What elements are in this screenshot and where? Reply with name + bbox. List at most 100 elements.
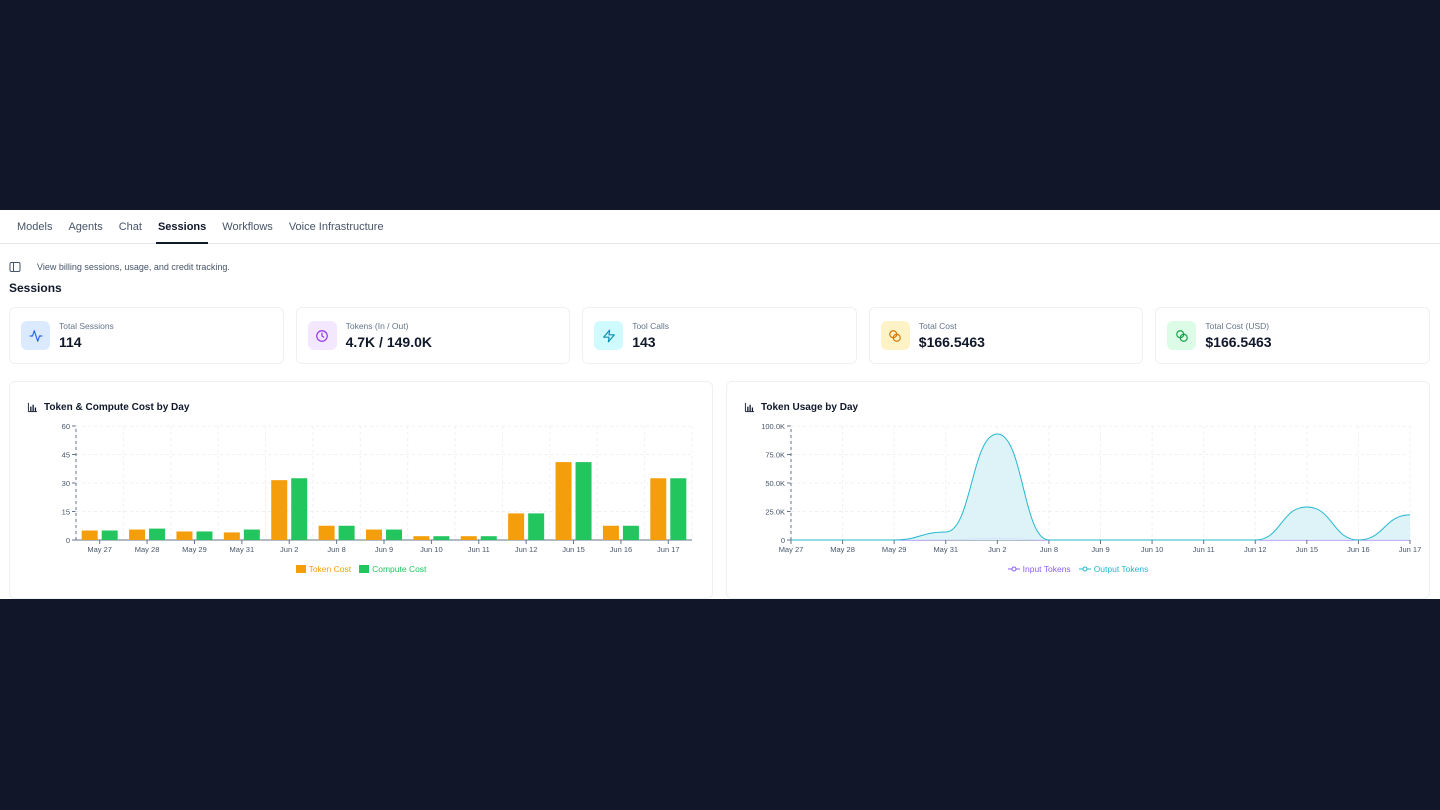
- legend-line-marker: [1078, 565, 1091, 573]
- legend-item[interactable]: Input Tokens: [1007, 564, 1071, 574]
- stat-card-total-cost-usd: Total Cost (USD) $166.5463: [1155, 307, 1430, 364]
- stat-label: Tokens (In / Out): [345, 321, 409, 331]
- clock-icon: [307, 321, 337, 350]
- bar: [575, 462, 592, 540]
- x-tick-label: Jun 12: [1244, 545, 1267, 554]
- y-tick-label: 25.0K: [765, 508, 785, 517]
- stat-card-tool-calls: Tool Calls 143: [582, 307, 857, 364]
- tab-workflows[interactable]: Workflows: [222, 220, 273, 233]
- bar: [480, 536, 497, 540]
- y-tick-label: 60: [62, 422, 70, 431]
- chart-legend: Input Tokens Output Tokens: [727, 564, 1429, 574]
- x-tick-label: May 28: [830, 545, 855, 554]
- bar: [291, 478, 308, 540]
- stat-value: 4.7K / 149.0K: [345, 334, 432, 350]
- stat-value: 114: [59, 334, 82, 350]
- legend-swatch: [359, 565, 370, 573]
- bar: [196, 531, 213, 540]
- activity-icon: [21, 321, 50, 350]
- x-tick-label: Jun 17: [1399, 545, 1422, 554]
- x-tick-label: Jun 8: [327, 545, 345, 554]
- bar: [386, 529, 402, 540]
- series-line: [790, 433, 1411, 541]
- bar: [508, 513, 525, 540]
- coins-icon: [1167, 321, 1197, 350]
- cost-chart-card: Token & Compute Cost by Day 0 15 30 45 60 May…: [9, 381, 713, 599]
- tab-agents[interactable]: Agents: [68, 220, 103, 233]
- tab-models[interactable]: Models: [17, 220, 53, 233]
- zap-icon: [594, 321, 624, 350]
- y-tick-label: 0: [781, 536, 785, 545]
- sidebar-toggle-button[interactable]: [9, 261, 21, 273]
- stat-card-total-cost: Total Cost $166.5463: [868, 307, 1144, 364]
- bar: [433, 536, 450, 540]
- main-tabs: Models Agents Chat Sessions Workflows Vo…: [0, 210, 1440, 244]
- bar: [149, 528, 166, 540]
- x-tick-label: Jun 2: [988, 545, 1006, 554]
- x-tick-label: Jun 15: [1296, 545, 1319, 554]
- y-tick-label: 75.0K: [765, 451, 785, 460]
- legend-label: Token Cost: [308, 564, 352, 574]
- x-tick-label: Jun 9: [1091, 545, 1109, 554]
- x-tick-label: May 27: [87, 545, 112, 554]
- page-subheader: View billing sessions, usage, and credit…: [9, 261, 230, 273]
- bar: [413, 536, 430, 540]
- x-tick-label: May 27: [779, 545, 804, 554]
- legend-label: Compute Cost: [372, 564, 427, 574]
- bar: [176, 531, 193, 540]
- y-tick-label: 100.0K: [761, 422, 785, 431]
- legend-item[interactable]: Output Tokens: [1078, 564, 1149, 574]
- x-tick-label: May 29: [182, 545, 207, 554]
- y-tick-label: 45: [62, 451, 70, 460]
- x-tick-label: May 31: [230, 545, 255, 554]
- token-usage-chart-card: Token Usage by Day 0 25.0K 50.0K 75.0K 100.0…: [726, 381, 1430, 599]
- token-area-chart: 0 25.0K 50.0K 75.0K 100.0K May 27 May 28 May 29…: [761, 422, 1422, 554]
- coins-icon: [880, 321, 910, 350]
- sessions-app: Models Agents Chat Sessions Workflows Vo…: [0, 210, 1440, 599]
- bar-chart-icon: [744, 402, 755, 413]
- tab-voice-infrastructure[interactable]: Voice Infrastructure: [288, 220, 384, 233]
- x-tick-label: Jun 16: [610, 545, 633, 554]
- x-tick-label: Jun 9: [375, 545, 393, 554]
- x-tick-label: Jun 2: [280, 545, 298, 554]
- tab-sessions[interactable]: Sessions: [155, 210, 209, 244]
- stat-label: Total Sessions: [59, 321, 114, 331]
- page-description: View billing sessions, usage, and credit…: [37, 262, 230, 272]
- stats-row: Total Sessions 114 Tokens (In / Out) 4.7…: [9, 307, 1430, 364]
- stat-value: $166.5463: [918, 334, 985, 350]
- legend-label: Input Tokens: [1022, 564, 1071, 574]
- bar: [81, 530, 98, 540]
- chart-title: Token & Compute Cost by Day: [44, 402, 190, 413]
- legend-swatch: [295, 565, 306, 573]
- bar: [243, 529, 260, 540]
- stat-label: Total Cost: [918, 321, 957, 331]
- x-tick-label: May 28: [135, 545, 160, 554]
- bar: [555, 462, 572, 540]
- x-tick-label: Jun 11: [468, 545, 490, 554]
- stat-card-total-sessions: Total Sessions 114: [9, 307, 284, 364]
- y-tick-label: 30: [62, 479, 70, 488]
- bar: [622, 525, 639, 540]
- y-tick-label: 50.0K: [765, 479, 785, 488]
- stat-label: Total Cost (USD): [1205, 321, 1270, 331]
- chart-title: Token Usage by Day: [761, 402, 859, 413]
- x-tick-label: Jun 16: [1347, 545, 1370, 554]
- page-title: Sessions: [9, 281, 62, 295]
- x-tick-label: May 29: [882, 545, 907, 554]
- legend-line-marker: [1007, 565, 1020, 573]
- legend-item[interactable]: Token Cost: [295, 564, 352, 574]
- panel-left-icon: [9, 262, 21, 272]
- bar: [670, 478, 687, 540]
- legend-item[interactable]: Compute Cost: [359, 564, 426, 574]
- bar: [338, 525, 355, 540]
- bar-chart-icon: [27, 402, 38, 413]
- x-tick-label: Jun 11: [1193, 545, 1215, 554]
- tab-chat[interactable]: Chat: [118, 220, 142, 233]
- x-tick-label: Jun 12: [515, 545, 538, 554]
- legend-label: Output Tokens: [1093, 564, 1149, 574]
- x-tick-label: Jun 10: [420, 545, 443, 554]
- x-tick-label: Jun 10: [1141, 545, 1164, 554]
- stat-value: 143: [632, 334, 656, 350]
- y-tick-label: 0: [66, 536, 70, 545]
- bar: [602, 525, 619, 540]
